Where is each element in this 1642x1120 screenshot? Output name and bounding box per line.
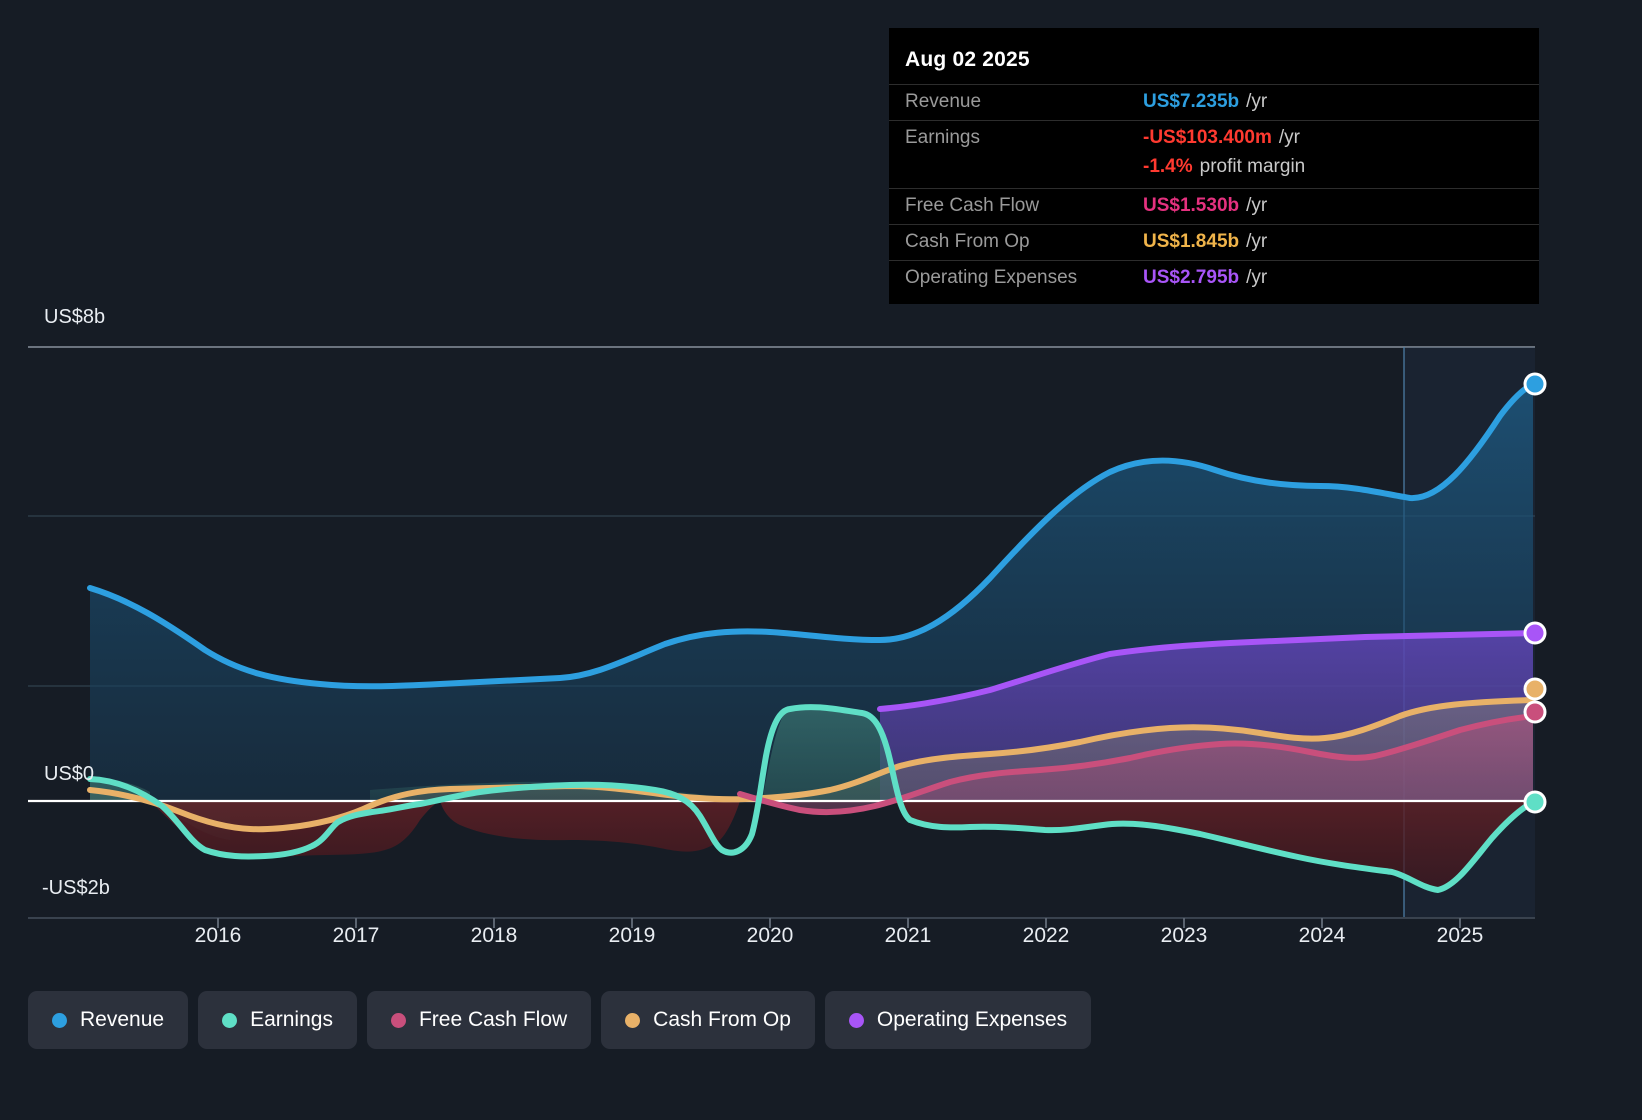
tooltip-unit-revenue: /yr	[1246, 91, 1268, 112]
legend-label-earnings: Earnings	[250, 1008, 333, 1031]
tooltip-label-operating-expenses: Operating Expenses	[905, 267, 1078, 288]
tooltip-row-free-cash-flow: Free Cash Flow US$1.530b/yr	[889, 188, 1539, 224]
legend-item-cash-from-op[interactable]: Cash From Op	[601, 991, 815, 1049]
data-tooltip-panel: Aug 02 2025 Revenue US$7.235b/yr Earning…	[889, 28, 1539, 304]
cfo-line	[87, 697, 1535, 833]
tooltip-label-earnings: Earnings	[905, 127, 980, 148]
y-axis-label-top: US$8b	[44, 306, 106, 328]
tooltip-row-operating-expenses: Operating Expenses US$2.795b/yr	[889, 260, 1539, 296]
legend-item-earnings[interactable]: Earnings	[198, 991, 357, 1049]
financial-area-chart	[28, 346, 1547, 928]
operating-expenses-color-dot-icon	[848, 1012, 864, 1028]
legend-item-free-cash-flow[interactable]: Free Cash Flow	[366, 991, 592, 1049]
legend-label-free-cash-flow: Free Cash Flow	[418, 1008, 568, 1031]
tooltip-value-operating-expenses: US$2.795b	[1143, 267, 1240, 288]
revenue-color-dot-icon	[52, 1012, 67, 1028]
x-axis-tick-2021: 2021	[884, 924, 932, 947]
chart-area: US$8b US$0 -US$2b 2016 2017 2018 2019 20…	[28, 306, 1547, 947]
earnings-line	[87, 704, 1535, 893]
tooltip-label-revenue: Revenue	[905, 91, 982, 112]
tooltip-unit-cash-from-op: /yr	[1246, 231, 1268, 252]
chart-legend: Revenue Earnings Free Cash Flow Cash Fro…	[28, 991, 1092, 1049]
cfo-endpoint-marker	[1523, 677, 1547, 701]
x-axis-tick-2020: 2020	[746, 924, 794, 947]
tooltip-value-revenue: US$7.235b	[1143, 91, 1240, 112]
x-axis-tick-2019: 2019	[608, 924, 656, 947]
tooltip-row-profit-margin: -1.4% profit margin	[889, 156, 1539, 188]
tooltip-value-profit-margin: -1.4%	[1143, 156, 1193, 177]
tooltip-row-revenue: Revenue US$7.235b/yr	[889, 84, 1539, 120]
x-axis-tick-2018: 2018	[470, 924, 518, 947]
earnings-negative-area	[150, 801, 1533, 890]
legend-item-operating-expenses[interactable]: Operating Expenses	[824, 991, 1092, 1049]
tooltip-label-cash-from-op: Cash From Op	[905, 231, 1030, 252]
tooltip-unit-profit-margin: profit margin	[1199, 156, 1306, 177]
series-endpoint-markers	[1523, 372, 1547, 814]
x-axis-tick-2024: 2024	[1298, 924, 1346, 947]
x-axis	[28, 917, 1535, 928]
tooltip-unit-operating-expenses: /yr	[1246, 267, 1268, 288]
x-axis-tick-2017: 2017	[332, 924, 380, 947]
tooltip-date: Aug 02 2025	[905, 48, 1030, 71]
legend-item-revenue[interactable]: Revenue	[28, 991, 189, 1049]
tooltip-row-earnings: Earnings -US$103.400m/yr	[889, 120, 1539, 156]
cash-from-op-color-dot-icon	[625, 1012, 641, 1028]
opex-endpoint-marker	[1523, 621, 1547, 645]
tooltip-value-earnings: -US$103.400m	[1143, 127, 1272, 148]
y-axis-label-bottom: -US$2b	[42, 877, 110, 899]
x-axis-tick-2025: 2025	[1436, 924, 1484, 947]
tooltip-value-free-cash-flow: US$1.530b	[1143, 195, 1240, 216]
fcf-endpoint-marker	[1523, 700, 1547, 724]
tooltip-value-cash-from-op: US$1.845b	[1143, 231, 1240, 252]
x-axis-tick-2023: 2023	[1160, 924, 1208, 947]
earnings-endpoint-marker	[1523, 790, 1547, 814]
x-axis-tick-2016: 2016	[194, 924, 242, 947]
y-axis-label-zero: US$0	[44, 763, 95, 785]
legend-label-revenue: Revenue	[80, 1008, 165, 1031]
revenue-line	[87, 381, 1535, 690]
free-cash-flow-color-dot-icon	[390, 1012, 406, 1028]
fcf-line	[737, 713, 1535, 816]
x-axis-tick-2022: 2022	[1022, 924, 1070, 947]
tooltip-row-cash-from-op: Cash From Op US$1.845b/yr	[889, 224, 1539, 260]
tooltip-unit-earnings: /yr	[1278, 127, 1300, 148]
legend-label-cash-from-op: Cash From Op	[653, 1008, 791, 1031]
legend-label-operating-expenses: Operating Expenses	[876, 1008, 1068, 1031]
tooltip-unit-free-cash-flow: /yr	[1246, 195, 1268, 216]
tooltip-label-free-cash-flow: Free Cash Flow	[905, 195, 1040, 216]
earnings-color-dot-icon	[222, 1012, 238, 1028]
revenue-endpoint-marker	[1523, 372, 1547, 396]
opex-line	[877, 630, 1535, 712]
